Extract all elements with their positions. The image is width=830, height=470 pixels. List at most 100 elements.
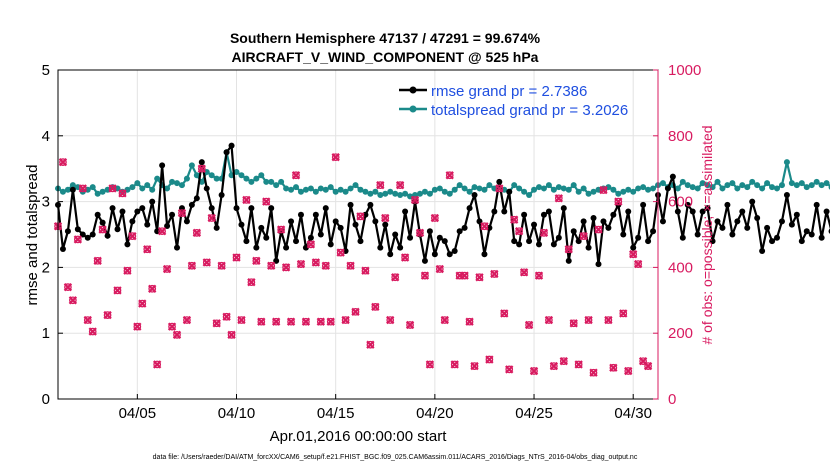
- obs-assimilated-marker: [391, 273, 400, 282]
- totalspread-point: [511, 182, 518, 189]
- rmse-point: [798, 238, 805, 245]
- totalspread-point: [99, 188, 106, 195]
- obs-assimilated-cross: [113, 286, 122, 295]
- obs-assimilated-marker: [152, 360, 162, 369]
- obs-assimilated-cross: [331, 153, 340, 162]
- rmse-point: [818, 234, 825, 241]
- legend-marker-spread: [409, 105, 417, 113]
- footnote: data file: /Users/raeder/DAI/ATM_forcXX/…: [153, 454, 638, 461]
- rmse-point: [540, 211, 547, 218]
- obs-assimilated-marker: [500, 309, 509, 318]
- obs-possible-marker: [545, 316, 553, 324]
- rmse-point: [783, 192, 790, 199]
- obs-assimilated-cross: [534, 271, 544, 280]
- rmse-point: [674, 208, 681, 215]
- totalspread-point: [352, 182, 359, 189]
- rmse-point: [129, 218, 136, 225]
- obs-possible-marker: [173, 330, 181, 339]
- y-axis-label-right: # of obs: o=possible; ×=assimilated: [699, 125, 715, 344]
- totalspread-point: [620, 188, 627, 195]
- obs-possible-marker: [59, 158, 67, 166]
- rmse-point: [188, 201, 195, 208]
- obs-possible-marker: [321, 261, 330, 270]
- obs-possible-marker: [307, 240, 315, 249]
- rmse-point: [119, 208, 126, 215]
- totalspread-point: [813, 178, 820, 185]
- obs-assimilated-cross: [286, 317, 296, 326]
- obs-assimilated-marker: [281, 263, 291, 272]
- rmse-point: [635, 234, 642, 241]
- left-tick-label: 2: [42, 259, 50, 276]
- obs-assimilated-cross: [391, 273, 400, 282]
- left-tick-label: 4: [42, 128, 50, 145]
- obs-assimilated-marker: [524, 320, 534, 330]
- series-layer: [55, 142, 830, 268]
- obs-assimilated-cross: [341, 315, 350, 325]
- obs-assimilated-marker: [346, 261, 355, 270]
- rmse-point: [778, 218, 785, 225]
- totalspread-point: [684, 182, 691, 189]
- obs-assimilated-cross: [395, 180, 405, 190]
- rmse-point: [595, 261, 602, 268]
- rmse-point: [531, 221, 538, 228]
- totalspread-point: [699, 180, 706, 187]
- totalspread-point: [253, 175, 260, 182]
- obs-assimilated-marker: [247, 278, 256, 287]
- obs-assimilated-marker: [118, 189, 127, 198]
- rmse-point: [535, 241, 542, 248]
- obs-assimilated-cross: [291, 171, 301, 180]
- rmse-point: [94, 211, 101, 218]
- obs-assimilated-cross: [619, 309, 628, 318]
- totalspread-point: [327, 184, 334, 191]
- totalspread-point: [650, 185, 657, 192]
- obs-assimilated-marker: [68, 296, 78, 305]
- obs-possible-marker: [351, 307, 360, 316]
- rmse-point: [322, 205, 329, 212]
- obs-assimilated-marker: [192, 228, 202, 238]
- obs-assimilated-marker: [341, 315, 350, 325]
- chart-title: Southern Hemisphere 47137 / 47291 = 99.6…: [230, 30, 541, 46]
- rmse-point: [208, 205, 215, 212]
- totalspread-point: [94, 190, 101, 197]
- rmse-point: [724, 201, 731, 208]
- obs-possible-marker: [242, 196, 251, 204]
- obs-assimilated-cross: [480, 222, 489, 231]
- totalspread-point: [322, 186, 329, 193]
- obs-assimilated-marker: [465, 317, 474, 326]
- obs-assimilated-marker: [187, 261, 197, 270]
- obs-assimilated-marker: [569, 319, 578, 328]
- rmse-point: [466, 205, 473, 212]
- obs-possible-marker: [346, 261, 355, 270]
- rmse-point: [491, 208, 498, 215]
- obs-possible-marker: [371, 303, 380, 311]
- obs-assimilated-cross: [78, 184, 87, 193]
- obs-assimilated-marker: [242, 195, 251, 205]
- obs-assimilated-marker: [83, 315, 92, 325]
- obs-possible-marker: [356, 212, 365, 221]
- totalspread-point: [139, 185, 146, 192]
- obs-assimilated-cross: [267, 261, 276, 270]
- obs-possible-marker: [128, 232, 137, 240]
- totalspread-point: [421, 188, 428, 195]
- rmse-point: [317, 231, 324, 238]
- obs-possible-marker: [207, 214, 216, 222]
- obs-possible-marker: [431, 214, 439, 222]
- obs-assimilated-marker: [405, 320, 415, 330]
- rmse-point: [803, 228, 810, 235]
- obs-assimilated-marker: [351, 307, 360, 316]
- obs-assimilated-cross: [589, 368, 598, 377]
- obs-assimilated-marker: [440, 315, 449, 325]
- totalspread-point: [774, 185, 781, 192]
- obs-possible-marker: [485, 355, 494, 364]
- obs-assimilated-cross: [629, 250, 638, 259]
- obs-possible-marker: [510, 215, 519, 224]
- obs-assimilated-cross: [574, 360, 583, 369]
- obs-assimilated-cross: [381, 213, 390, 223]
- totalspread-point: [149, 186, 156, 193]
- obs-assimilated-cross: [108, 184, 117, 193]
- rmse-point: [159, 162, 166, 169]
- legend-label-spread: totalspread grand pr = 3.2026: [431, 102, 628, 119]
- rmse-point: [793, 211, 800, 218]
- rmse-point: [729, 231, 736, 238]
- legend: rmse grand pr = 2.7386 totalspread grand…: [399, 83, 628, 119]
